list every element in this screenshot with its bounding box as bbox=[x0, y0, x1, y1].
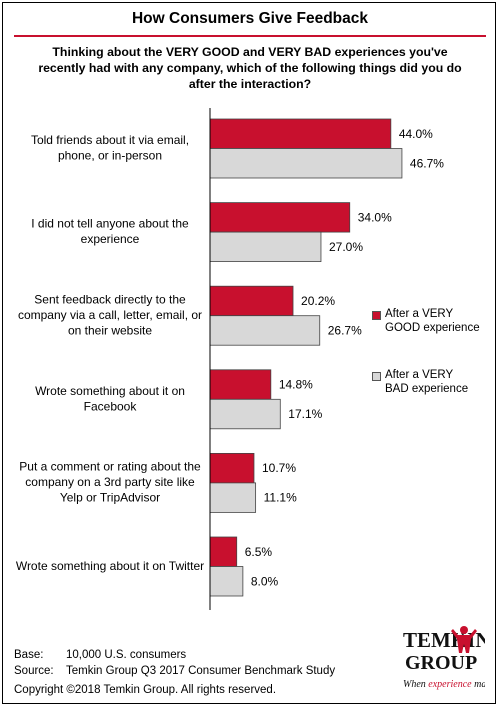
logo-tagline: When experience matters bbox=[403, 679, 485, 690]
bar-very-bad bbox=[209, 148, 403, 179]
copyright: Copyright ©2018 Temkin Group. All rights… bbox=[14, 684, 277, 696]
category-label: experience bbox=[81, 232, 140, 246]
legend-label-bad-1: After a VERY bbox=[385, 369, 454, 381]
data-label: 26.7% bbox=[328, 323, 362, 337]
source-key: Source: bbox=[14, 665, 54, 677]
footer-source: Source: Temkin Group Q3 2017 Consumer Ben… bbox=[14, 665, 335, 677]
legend-swatch-good bbox=[372, 311, 381, 320]
bar-very-good bbox=[209, 452, 255, 484]
footer-base: Base: 10,000 U.S. consumers bbox=[14, 649, 186, 661]
data-label: 14.8% bbox=[279, 378, 313, 392]
value-labels: 44.0% 46.7% 34.0% 27.0% 20.2% 26.7% 14.8% 17.1%… bbox=[245, 127, 445, 589]
category-label: company on a 3rd party site like bbox=[25, 475, 195, 489]
data-label: 11.1% bbox=[264, 491, 297, 505]
legend-label-good-2: GOOD experience bbox=[385, 322, 480, 334]
base-key: Base: bbox=[14, 649, 44, 661]
legend-swatch-bad bbox=[372, 372, 381, 381]
logo-group: GROUP bbox=[405, 652, 477, 674]
bar-very-bad bbox=[209, 482, 257, 513]
category-label: phone, or in-person bbox=[58, 149, 162, 163]
data-label: 27.0% bbox=[329, 240, 363, 254]
legend-label-good-1: After a VERY bbox=[385, 308, 454, 320]
category-labels: Told friends about it via email, phone, o… bbox=[16, 133, 204, 573]
source-value: Temkin Group Q3 2017 Consumer Benchmark … bbox=[66, 665, 336, 677]
bar-very-good bbox=[209, 369, 272, 400]
category-label: Put a comment or rating about the bbox=[19, 460, 201, 474]
chart-subtitle: Thinking about the VERY GOOD and VERY BA… bbox=[38, 45, 462, 91]
category-label: Yelp or TripAdvisor bbox=[60, 491, 160, 505]
category-label: Told friends about it via email, bbox=[31, 133, 189, 147]
bars bbox=[209, 118, 403, 597]
category-label: company via a call, letter, email, or bbox=[18, 308, 202, 322]
data-label: 6.5% bbox=[245, 545, 273, 559]
chart-frame bbox=[2, 2, 496, 704]
temkin-group-logo: TEMKIN GROUP When experience matters bbox=[403, 626, 485, 690]
category-label: I did not tell anyone about the bbox=[31, 217, 189, 231]
category-label: Facebook bbox=[84, 399, 138, 413]
bar-very-bad bbox=[209, 231, 322, 263]
data-label: 46.7% bbox=[410, 156, 444, 170]
data-label: 8.0% bbox=[251, 574, 279, 588]
bar-very-good bbox=[209, 536, 238, 567]
data-label: 44.0% bbox=[399, 127, 433, 141]
base-value: 10,000 U.S. consumers bbox=[66, 649, 187, 661]
category-label: Sent feedback directly to the bbox=[34, 292, 186, 306]
category-label: Wrote something about it on Twitter bbox=[16, 559, 204, 573]
logo-temkin: TEMKIN bbox=[403, 628, 485, 652]
chart-title: How Consumers Give Feedback bbox=[131, 10, 369, 27]
data-label: 10.7% bbox=[262, 461, 296, 475]
category-label: on their website bbox=[68, 323, 152, 337]
legend-label-bad-2: BAD experience bbox=[385, 383, 469, 395]
data-label: 20.2% bbox=[301, 294, 335, 308]
bar-very-bad bbox=[209, 315, 321, 346]
bar-very-bad bbox=[209, 398, 281, 430]
bar-very-good bbox=[209, 118, 392, 149]
title-divider bbox=[14, 35, 486, 37]
bar-very-good bbox=[209, 202, 351, 233]
person-icon bbox=[451, 626, 477, 653]
category-label: Wrote something about it on bbox=[35, 384, 185, 398]
bar-very-good bbox=[209, 285, 294, 317]
data-label: 34.0% bbox=[358, 210, 392, 224]
data-label: 17.1% bbox=[288, 407, 322, 421]
bar-very-bad bbox=[209, 566, 244, 597]
